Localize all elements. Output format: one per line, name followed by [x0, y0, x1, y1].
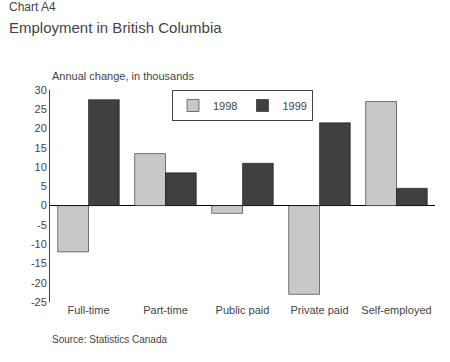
svg-text:5: 5	[41, 180, 47, 192]
svg-text:10: 10	[35, 161, 47, 173]
svg-text:Self-employed: Self-employed	[361, 304, 431, 316]
svg-text:-15: -15	[31, 257, 47, 269]
svg-text:-5: -5	[37, 219, 47, 231]
svg-text:Source: Statistics Canada: Source: Statistics Canada	[52, 334, 167, 345]
svg-text:25: 25	[35, 103, 47, 115]
svg-text:1998: 1998	[213, 100, 237, 112]
svg-text:30: 30	[35, 84, 47, 96]
svg-text:15: 15	[35, 142, 47, 154]
svg-text:-10: -10	[31, 238, 47, 250]
svg-text:Full-time: Full-time	[67, 304, 109, 316]
svg-text:Public paid: Public paid	[216, 304, 270, 316]
svg-text:20: 20	[35, 122, 47, 134]
svg-text:-20: -20	[31, 277, 47, 289]
svg-text:-25: -25	[31, 296, 47, 308]
svg-text:Part-time: Part-time	[143, 304, 188, 316]
svg-text:Private paid: Private paid	[290, 304, 348, 316]
svg-text:Annual change, in thousands: Annual change, in thousands	[52, 70, 194, 82]
svg-text:Chart A4Employment in British: Chart A4Employment in British Columbia	[9, 0, 222, 36]
svg-text:0: 0	[41, 199, 47, 211]
svg-text:1999: 1999	[282, 100, 306, 112]
